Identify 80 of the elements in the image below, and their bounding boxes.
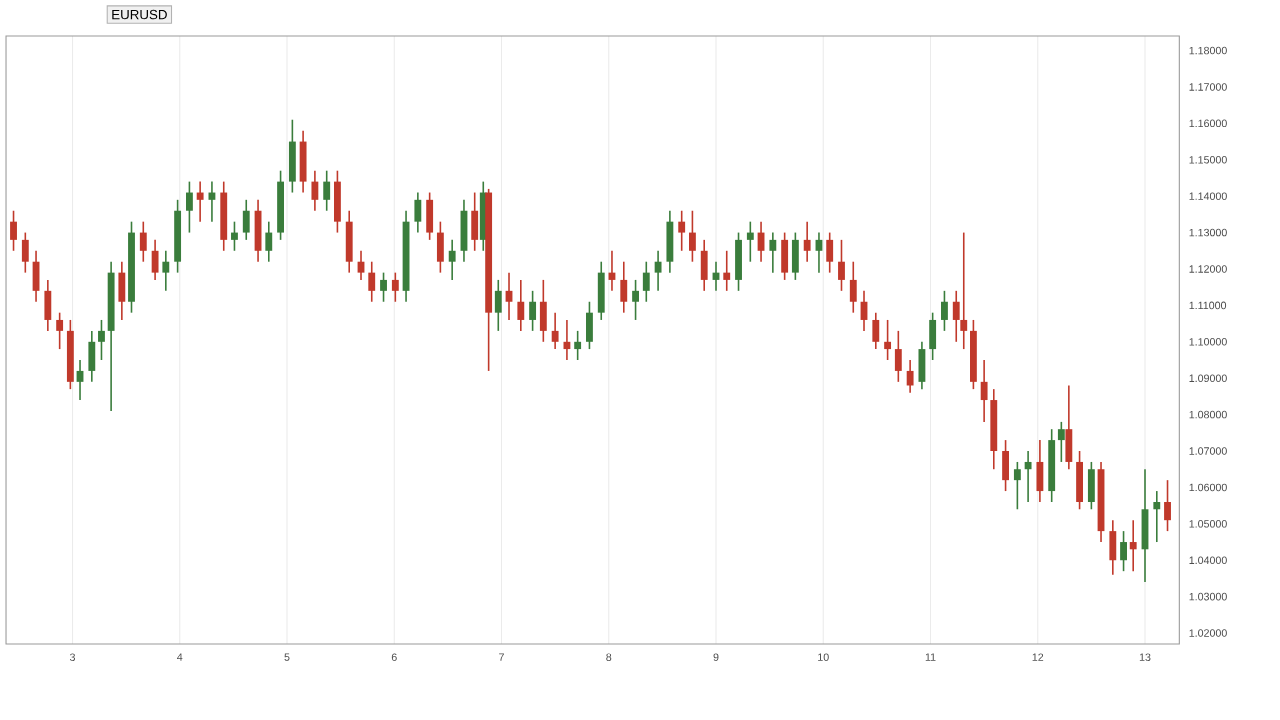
candlestick bbox=[185, 180, 193, 234]
candlestick bbox=[723, 249, 731, 292]
candlestick bbox=[597, 260, 605, 321]
candlestick bbox=[769, 231, 777, 274]
candlestick bbox=[196, 180, 204, 223]
candlestick bbox=[791, 231, 799, 281]
candlestick bbox=[1109, 519, 1117, 576]
candlestick bbox=[654, 249, 662, 292]
candlestick bbox=[735, 231, 742, 292]
candlestick bbox=[44, 279, 52, 332]
candlestick bbox=[231, 220, 238, 252]
candlestick bbox=[872, 311, 880, 350]
candlestick bbox=[781, 231, 789, 281]
candlestick bbox=[980, 359, 988, 423]
candlestick bbox=[21, 231, 29, 274]
candlestick bbox=[746, 220, 754, 263]
candlestick bbox=[436, 220, 444, 274]
candlestick bbox=[551, 311, 559, 350]
candlestick bbox=[563, 319, 571, 361]
candlestick bbox=[586, 300, 593, 350]
candlestick bbox=[826, 231, 834, 274]
candlestick bbox=[688, 209, 696, 263]
candlestick bbox=[906, 359, 914, 394]
candlestick bbox=[162, 249, 170, 292]
candlestick bbox=[311, 169, 319, 212]
candlestick bbox=[118, 260, 126, 321]
candlestick bbox=[960, 231, 968, 350]
candlestick bbox=[632, 279, 639, 321]
candlestick bbox=[517, 279, 525, 332]
candlestick bbox=[1024, 450, 1032, 503]
candlestick bbox=[56, 311, 64, 350]
candlestick bbox=[539, 279, 547, 343]
candlestick bbox=[220, 180, 228, 252]
candlestick bbox=[1164, 479, 1171, 532]
candlestick bbox=[288, 118, 296, 194]
candlestick bbox=[849, 260, 857, 314]
candlestick bbox=[1153, 490, 1161, 543]
candlestick bbox=[620, 260, 628, 314]
candlestick bbox=[678, 209, 686, 252]
candlestick bbox=[323, 169, 331, 212]
candlestick bbox=[1057, 421, 1065, 463]
candlestick bbox=[1013, 461, 1021, 511]
candlestick bbox=[1076, 450, 1084, 511]
candlestick bbox=[494, 279, 502, 332]
candlestick bbox=[391, 271, 399, 303]
candlestick bbox=[941, 290, 948, 332]
candlestick bbox=[242, 199, 250, 241]
candlestick bbox=[1036, 439, 1044, 503]
candlestick bbox=[529, 290, 537, 332]
candlestick bbox=[838, 239, 845, 292]
candlestick bbox=[803, 220, 811, 263]
candlestick bbox=[642, 260, 650, 303]
candlestick bbox=[368, 260, 376, 303]
candlestick bbox=[929, 311, 937, 361]
candlestick bbox=[414, 191, 422, 234]
candlestick bbox=[448, 239, 456, 281]
candlestick bbox=[1129, 519, 1137, 572]
candlestick bbox=[98, 319, 105, 361]
candlestick bbox=[918, 341, 926, 390]
candlestick bbox=[345, 209, 353, 274]
candlestick bbox=[151, 239, 159, 281]
candlestick bbox=[666, 209, 674, 274]
candlestick bbox=[88, 330, 96, 383]
candlestick bbox=[700, 239, 708, 292]
candlestick bbox=[10, 209, 17, 252]
candlestick bbox=[139, 220, 147, 263]
candlestick bbox=[894, 330, 902, 383]
candlestick bbox=[299, 129, 307, 194]
candlestick bbox=[380, 271, 387, 303]
candlestick bbox=[265, 220, 273, 263]
candlestick bbox=[574, 330, 582, 361]
candlestick bbox=[333, 169, 341, 234]
candlestick bbox=[1065, 384, 1073, 471]
candlestick bbox=[471, 191, 479, 252]
candlestick bbox=[1120, 530, 1127, 572]
candlestick bbox=[1087, 461, 1095, 511]
candlestick bbox=[884, 319, 892, 361]
candlestick bbox=[1002, 439, 1010, 492]
candlestick bbox=[208, 180, 216, 223]
candlestick bbox=[426, 191, 434, 241]
